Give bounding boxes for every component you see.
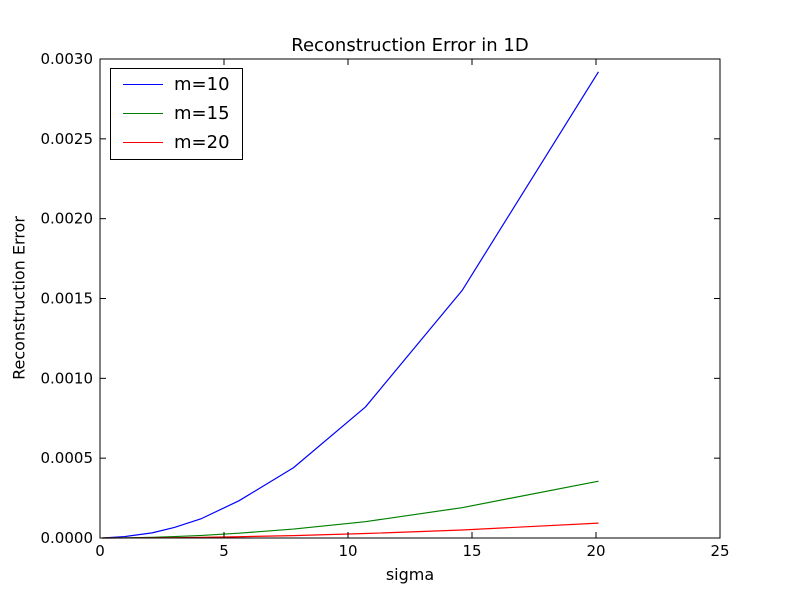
legend-item-m15: m=15 — [111, 103, 242, 125]
legend-label-m10: m=10 — [174, 74, 230, 95]
legend-item-m10: m=10 — [111, 74, 242, 96]
y-axis-label: Reconstruction Error — [9, 216, 29, 380]
x-tick-label: 5 — [219, 542, 229, 560]
y-tick-label: 0.0005 — [41, 449, 94, 467]
series-line-m15 — [102, 480, 599, 539]
tick-layer: 0 5 10 15 20 25 0.0000 0.0005 0.0010 0.0015 0.0020… — [41, 50, 730, 560]
legend-swatch-m15 — [123, 113, 163, 114]
chart-title: Reconstruction Error in 1D — [291, 35, 529, 56]
y-tick-label: 0.0015 — [41, 290, 94, 308]
legend-swatch-m20 — [123, 142, 163, 143]
y-tick-label: 0.0030 — [41, 50, 94, 68]
y-tick-label: 0.0020 — [41, 210, 94, 228]
legend-label-m15: m=15 — [174, 103, 230, 124]
x-tick-label: 15 — [462, 542, 481, 560]
series-line-m20 — [102, 522, 599, 539]
x-tick-label: 20 — [586, 542, 605, 560]
legend-item-m20: m=20 — [111, 132, 242, 154]
y-tick-label: 0.0000 — [41, 529, 94, 547]
series-line-m10 — [102, 71, 599, 539]
y-tick-label: 0.0010 — [41, 369, 94, 387]
x-axis-label: sigma — [385, 565, 435, 584]
x-tick-label: 0 — [95, 542, 105, 560]
x-tick-label: 25 — [710, 542, 729, 560]
legend-swatch-m10 — [123, 84, 163, 85]
legend-label-m20: m=20 — [174, 132, 230, 153]
x-tick-label: 10 — [338, 542, 357, 560]
y-tick-label: 0.0025 — [41, 130, 94, 148]
legend: m=10 m=15 m=20 — [110, 68, 243, 160]
